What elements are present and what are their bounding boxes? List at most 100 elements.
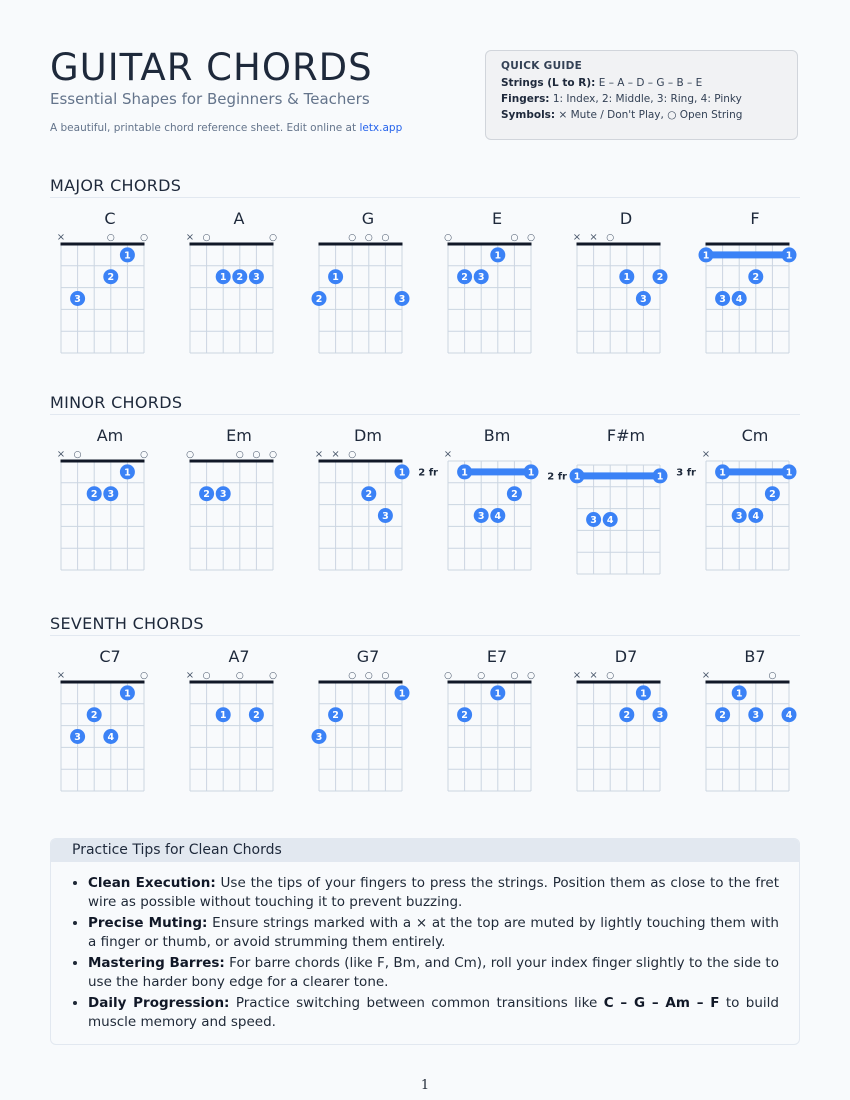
finger-number: 2 <box>461 710 468 721</box>
tip-label: Mastering Barres: <box>88 955 225 971</box>
chord-a7: A7 × ○ ○ ○ 1 2 <box>179 647 299 817</box>
nut <box>705 680 790 684</box>
chord-bm: Bm × 2 fr 1 1 2 3 4 <box>418 426 557 596</box>
open-marker: ○ <box>269 450 277 460</box>
finger-dot <box>715 707 731 723</box>
chord-name: Em <box>226 426 252 445</box>
finger-number: 2 <box>461 272 468 283</box>
open-marker: ○ <box>444 233 452 243</box>
chord-e7: E7 ○ ○ ○ ○ 1 2 <box>437 647 557 817</box>
chord-am: Am × ○ ○ 1 2 3 <box>50 426 170 596</box>
finger-dot <box>652 269 668 285</box>
page-title: GUITAR CHORDS <box>50 46 373 89</box>
chord-c: C × ○ ○ 1 2 3 <box>50 209 170 379</box>
finger-dot <box>698 247 714 263</box>
chord-name: E <box>491 209 503 228</box>
mute-marker: × <box>186 232 194 243</box>
page-subtitle: Essential Shapes for Beginners & Teacher… <box>50 90 370 108</box>
mute-marker: × <box>702 670 710 681</box>
finger-dot <box>473 269 489 285</box>
chord-name: Cm <box>741 426 769 445</box>
open-marker: ○ <box>269 671 277 681</box>
chord-name: C <box>104 209 116 228</box>
tip-label: Daily Progression: <box>88 995 230 1011</box>
nut <box>318 459 403 463</box>
chord-diagram: × ○ 12 3 4 <box>702 670 797 792</box>
open-marker: ○ <box>381 671 389 681</box>
chord-e: E ○ ○ ○ 1 2 3 <box>437 209 557 379</box>
mute-marker: × <box>57 449 65 460</box>
nut <box>576 242 661 246</box>
finger-number: 3 <box>478 272 485 283</box>
nut <box>189 242 274 246</box>
open-marker: ○ <box>444 671 452 681</box>
finger-dot <box>70 291 86 306</box>
mute-marker: × <box>589 670 597 681</box>
quick-guide-fingers: Fingers: 1: Index, 2: Middle, 3: Ring, 4… <box>501 93 782 105</box>
finger-number: 1 <box>461 467 468 478</box>
chord-name: D7 <box>614 647 638 666</box>
finger-number: 1 <box>220 710 227 721</box>
tip-text: Use the tips of your fingers to press th… <box>88 875 779 910</box>
fret-position-label: 2 fr <box>418 467 438 478</box>
finger-number: 1 <box>332 272 339 283</box>
finger-dot <box>394 464 410 480</box>
tip-item: Mastering Barres: For barre chords (like… <box>88 954 779 992</box>
chord-diagram: ○ ○ ○ ○ 2 3 <box>186 450 277 571</box>
chord-diagram: ××○123 <box>315 449 410 571</box>
finger-number: 2 <box>91 489 98 500</box>
finger-number: 1 <box>124 688 131 699</box>
open-marker: ○ <box>140 671 148 681</box>
finger-number: 2 <box>719 710 726 721</box>
chord-diagram: ×2 fr 1 123 4 <box>418 449 539 571</box>
chord-diagram: 1 1 2 3 4 <box>698 242 797 354</box>
finger-dot <box>248 707 264 723</box>
mute-marker: × <box>57 232 65 243</box>
finger-dot <box>490 247 506 263</box>
section-title: MINOR CHORDS <box>50 393 800 415</box>
mute-marker: × <box>331 449 339 460</box>
practice-tips-box: Practice Tips for Clean Chords Clean Exe… <box>50 838 800 1045</box>
finger-dot <box>506 486 522 502</box>
nut <box>447 242 532 246</box>
open-marker: ○ <box>252 450 260 460</box>
letx-link[interactable]: letx.app <box>359 122 403 134</box>
finger-dot <box>199 486 215 502</box>
nut <box>318 242 403 246</box>
fingers-value: 1: Index, 2: Middle, 3: Ring, 4: Pinky <box>552 93 742 105</box>
finger-dot <box>748 269 764 285</box>
open-marker: ○ <box>107 233 115 243</box>
finger-dot <box>781 707 797 723</box>
finger-number: 3 <box>657 710 664 721</box>
chord-name: A <box>233 209 245 228</box>
finger-dot <box>328 707 344 723</box>
finger-dot <box>715 464 731 480</box>
practice-tips-title: Practice Tips for Clean Chords <box>51 839 799 862</box>
finger-dot <box>635 685 651 701</box>
finger-dot <box>248 269 264 285</box>
tip-label: Clean Execution: <box>88 875 216 891</box>
tip-text: Ensure strings marked with a × at the to… <box>88 915 779 950</box>
open-marker: ○ <box>348 450 356 460</box>
chord-g: G ○ ○ ○ 1 2 3 <box>308 209 428 379</box>
nut <box>189 680 274 684</box>
chord-d7: D7 × × ○ 1 2 3 <box>566 647 686 817</box>
finger-number: 3 <box>74 294 81 305</box>
finger-number: 3 <box>253 272 260 283</box>
finger-dot <box>490 508 506 523</box>
open-marker: ○ <box>365 233 373 243</box>
finger-number: 4 <box>607 515 614 526</box>
mute-marker: × <box>573 670 581 681</box>
chord-g7: G7 ○ ○ ○ 1 2 3 <box>308 647 428 817</box>
finger-number: 1 <box>124 250 131 261</box>
finger-number: 4 <box>494 511 501 522</box>
open-marker: ○ <box>768 671 776 681</box>
finger-dot <box>328 269 344 285</box>
page-number: 1 <box>420 1078 430 1093</box>
finger-dot <box>602 512 618 527</box>
chord-name: G <box>361 209 375 228</box>
